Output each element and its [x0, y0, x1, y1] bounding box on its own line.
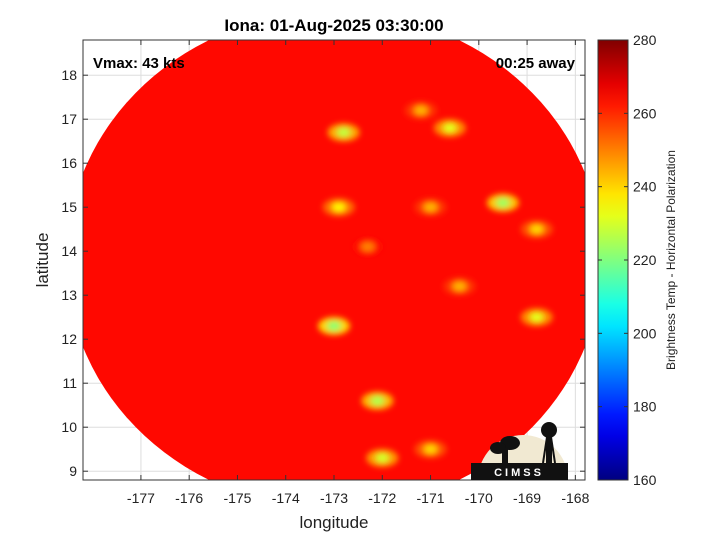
x-tick-label: -173 — [320, 490, 348, 506]
x-tick-label: -174 — [272, 490, 300, 506]
feature-core — [452, 281, 467, 292]
colorbar-tick-label: 200 — [633, 325, 657, 341]
y-tick-label: 17 — [61, 111, 77, 127]
colorbar-ticks: 160 180 200 220 240 260 280 — [598, 32, 657, 488]
chart-title: Iona: 01-Aug-2025 03:30:00 — [224, 16, 443, 35]
x-tick-label: -175 — [223, 490, 251, 506]
y-tick-label: 18 — [61, 67, 77, 83]
x-tick-label: -176 — [175, 490, 203, 506]
y-axis-ticks: 9 10 11 12 13 14 15 16 17 18 — [61, 67, 585, 479]
logo-text: CIMSS — [494, 467, 544, 479]
feature-core — [442, 123, 457, 133]
swath-features — [318, 101, 553, 467]
vmax-annotation: Vmax: 43 kts — [93, 55, 185, 72]
y-tick-label: 16 — [61, 155, 77, 171]
colorbar — [597, 39, 629, 481]
feature-core — [360, 241, 375, 252]
x-tick-label: -169 — [513, 490, 541, 506]
feature-core — [370, 395, 385, 406]
y-tick-label: 12 — [61, 331, 77, 347]
feature-core — [327, 321, 341, 331]
x-tick-label: -168 — [561, 490, 589, 506]
feature-core — [529, 224, 544, 235]
feature-core — [331, 202, 346, 213]
feature-core — [336, 127, 351, 138]
x-axis-ticks: -177 -176 -175 -174 -173 -172 -171 -170 -169 -168 — [127, 40, 590, 506]
x-tick-label: -170 — [465, 490, 493, 506]
colorbar-label: Brightness Temp - Horizontal Polarizatio… — [664, 150, 678, 370]
feature-core — [529, 312, 544, 323]
y-tick-label: 11 — [62, 375, 77, 391]
swath-layer — [83, 40, 585, 480]
colorbar-tick-label: 180 — [633, 399, 657, 415]
feature-core — [495, 197, 510, 208]
x-tick-label: -171 — [417, 490, 445, 506]
y-tick-label: 15 — [61, 199, 77, 215]
feature-core — [423, 444, 438, 455]
x-tick-label: -172 — [368, 490, 396, 506]
y-tick-label: 13 — [61, 287, 77, 303]
colorbar-tick-label: 240 — [633, 179, 657, 195]
cimss-logo: CIMSS — [471, 422, 568, 480]
feature-core — [375, 453, 390, 463]
x-tick-label: -177 — [127, 490, 155, 506]
y-tick-label: 14 — [61, 243, 77, 259]
colorbar-tick-label: 280 — [633, 32, 657, 48]
x-axis-label: longitude — [299, 513, 368, 532]
time-away-annotation: 00:25 away — [496, 55, 576, 72]
colorbar-tick-label: 160 — [633, 472, 657, 488]
colorbar-tick-label: 260 — [633, 105, 657, 121]
feature-core — [423, 202, 438, 213]
y-tick-label: 10 — [61, 419, 77, 435]
feature-core — [413, 105, 428, 116]
colorbar-tick-label: 220 — [633, 252, 657, 268]
y-tick-label: 9 — [69, 463, 77, 479]
y-axis-label: latitude — [33, 233, 52, 288]
swath-disc — [83, 40, 585, 480]
